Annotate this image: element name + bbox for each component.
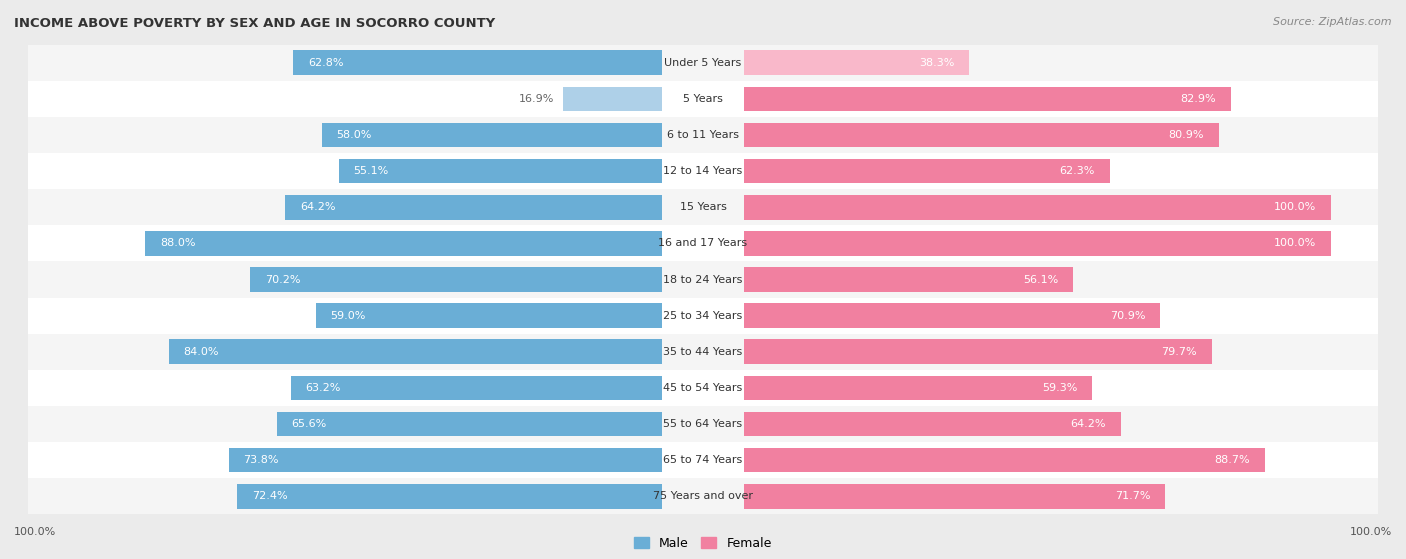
Text: 75 Years and over: 75 Years and over <box>652 491 754 501</box>
Bar <box>285 195 662 220</box>
Text: 55.1%: 55.1% <box>353 166 388 176</box>
Text: 63.2%: 63.2% <box>305 383 342 393</box>
Text: 100.0%: 100.0% <box>1350 527 1392 537</box>
Text: 65.6%: 65.6% <box>291 419 326 429</box>
Text: 58.0%: 58.0% <box>336 130 371 140</box>
Bar <box>339 159 662 183</box>
Bar <box>744 123 1219 148</box>
Text: 79.7%: 79.7% <box>1161 347 1197 357</box>
Text: 70.9%: 70.9% <box>1109 311 1146 321</box>
Text: 73.8%: 73.8% <box>243 455 278 465</box>
Bar <box>316 304 662 328</box>
Text: 82.9%: 82.9% <box>1180 94 1216 104</box>
Text: 100.0%: 100.0% <box>1274 202 1316 212</box>
Text: 35 to 44 Years: 35 to 44 Years <box>664 347 742 357</box>
Bar <box>250 267 662 292</box>
Text: 56.1%: 56.1% <box>1024 274 1059 285</box>
Bar <box>744 411 1121 436</box>
Bar <box>28 478 1378 514</box>
Bar <box>229 448 662 472</box>
Text: 64.2%: 64.2% <box>1070 419 1107 429</box>
Bar <box>744 159 1109 183</box>
Text: 6 to 11 Years: 6 to 11 Years <box>666 130 740 140</box>
Bar <box>322 123 662 148</box>
Bar <box>744 448 1264 472</box>
Text: 71.7%: 71.7% <box>1115 491 1150 501</box>
Text: 25 to 34 Years: 25 to 34 Years <box>664 311 742 321</box>
Text: 16.9%: 16.9% <box>519 94 554 104</box>
Bar <box>28 81 1378 117</box>
Text: 88.7%: 88.7% <box>1215 455 1250 465</box>
Bar <box>169 339 662 364</box>
Text: 65 to 74 Years: 65 to 74 Years <box>664 455 742 465</box>
Bar <box>277 411 662 436</box>
Bar <box>744 376 1092 400</box>
Text: Under 5 Years: Under 5 Years <box>665 58 741 68</box>
Text: 5 Years: 5 Years <box>683 94 723 104</box>
Bar <box>744 87 1230 111</box>
Bar <box>744 195 1331 220</box>
Text: 18 to 24 Years: 18 to 24 Years <box>664 274 742 285</box>
Text: Source: ZipAtlas.com: Source: ZipAtlas.com <box>1274 17 1392 27</box>
Text: 55 to 64 Years: 55 to 64 Years <box>664 419 742 429</box>
Bar <box>28 262 1378 297</box>
Text: INCOME ABOVE POVERTY BY SEX AND AGE IN SOCORRO COUNTY: INCOME ABOVE POVERTY BY SEX AND AGE IN S… <box>14 17 495 30</box>
Text: 38.3%: 38.3% <box>918 58 955 68</box>
Text: 62.8%: 62.8% <box>308 58 343 68</box>
Bar <box>28 45 1378 81</box>
Bar <box>744 267 1073 292</box>
Text: 100.0%: 100.0% <box>14 527 56 537</box>
Text: 88.0%: 88.0% <box>160 238 195 248</box>
Text: 15 Years: 15 Years <box>679 202 727 212</box>
Bar <box>28 334 1378 370</box>
Text: 59.3%: 59.3% <box>1042 383 1077 393</box>
Text: 64.2%: 64.2% <box>299 202 336 212</box>
Text: 72.4%: 72.4% <box>252 491 287 501</box>
Text: 16 and 17 Years: 16 and 17 Years <box>658 238 748 248</box>
Bar <box>28 406 1378 442</box>
Text: 80.9%: 80.9% <box>1168 130 1204 140</box>
Text: 100.0%: 100.0% <box>1274 238 1316 248</box>
Bar <box>28 153 1378 189</box>
Bar <box>744 231 1331 255</box>
Bar <box>145 231 662 255</box>
Text: 70.2%: 70.2% <box>264 274 299 285</box>
Text: 62.3%: 62.3% <box>1060 166 1095 176</box>
Bar <box>744 484 1164 509</box>
Text: 84.0%: 84.0% <box>184 347 219 357</box>
Bar <box>238 484 662 509</box>
Text: 12 to 14 Years: 12 to 14 Years <box>664 166 742 176</box>
Bar <box>28 442 1378 478</box>
Bar <box>744 50 969 75</box>
Text: 45 to 54 Years: 45 to 54 Years <box>664 383 742 393</box>
Bar <box>744 339 1212 364</box>
Bar <box>28 370 1378 406</box>
Bar <box>291 376 662 400</box>
Bar <box>28 225 1378 262</box>
Legend: Male, Female: Male, Female <box>630 532 776 555</box>
Text: 59.0%: 59.0% <box>330 311 366 321</box>
Bar <box>28 297 1378 334</box>
Bar <box>744 304 1160 328</box>
Bar <box>28 117 1378 153</box>
Bar <box>28 189 1378 225</box>
Bar <box>562 87 662 111</box>
Bar <box>294 50 662 75</box>
